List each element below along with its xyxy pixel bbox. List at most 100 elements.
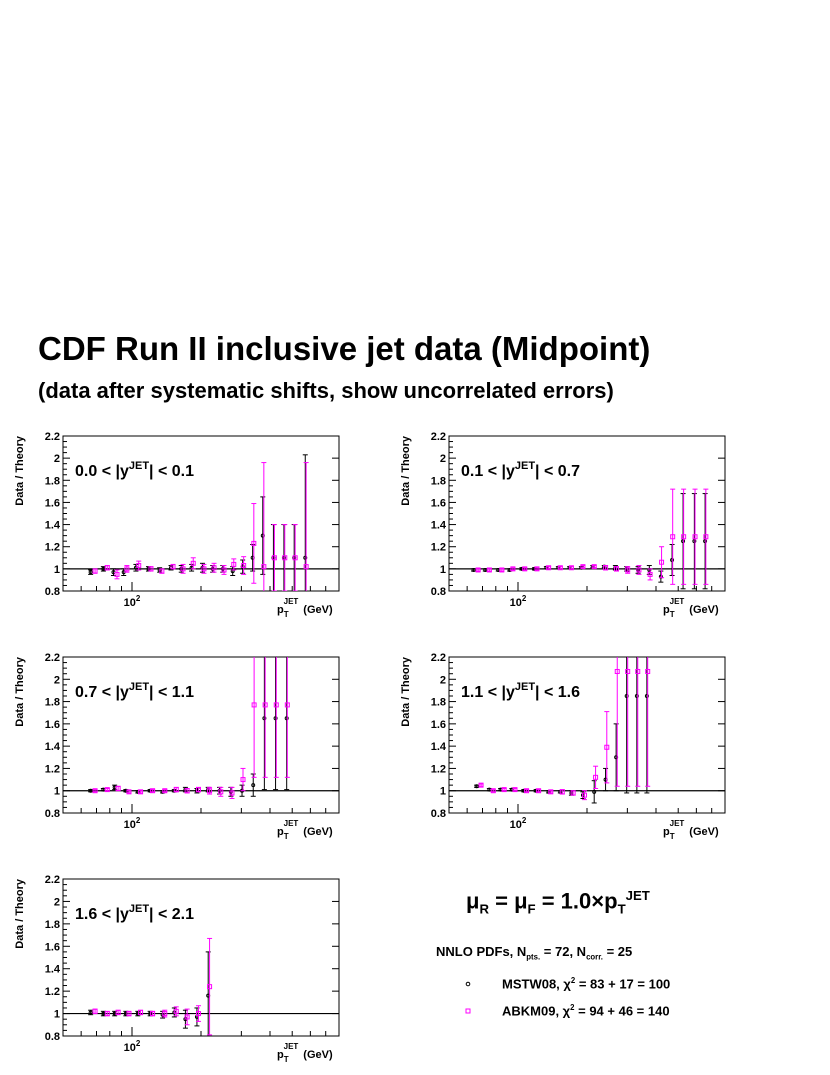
- data-point: [521, 788, 526, 793]
- data-layer: [88, 657, 290, 800]
- data-point: [195, 1011, 201, 1017]
- data-point: [692, 534, 698, 540]
- data-point: [92, 568, 98, 574]
- data-point: [557, 565, 563, 571]
- data-point: [88, 1010, 93, 1015]
- data-point: [240, 777, 246, 783]
- data-point: [150, 788, 156, 794]
- data-point: [284, 716, 289, 721]
- panel-label: 0.0 < |yJET| < 0.1: [75, 460, 194, 480]
- fit-pts-sub: pts.: [526, 952, 541, 962]
- data-point: [501, 787, 507, 793]
- data-point: [592, 789, 597, 794]
- data-point: [218, 789, 224, 795]
- x-tick-label: 102: [510, 816, 527, 831]
- data-point: [636, 567, 642, 573]
- chart-panel-5: 0.8 1 1.2 1.4 1.6 1.8 2 2.2 102 Data / Theory pTJE…: [14, 874, 340, 1064]
- data-point: [138, 1009, 144, 1015]
- x-tick-label: 102: [124, 594, 141, 609]
- fit-suffix: = 25: [602, 944, 633, 959]
- data-point: [512, 787, 518, 793]
- y-tick-label: 1.4: [431, 520, 447, 532]
- panel-label: 1.6 < |yJET| < 2.1: [75, 903, 194, 923]
- data-point: [546, 565, 552, 571]
- data-point: [262, 716, 267, 721]
- data-point: [150, 1011, 156, 1017]
- x-axis-title: pTJET(GeV): [277, 1042, 333, 1064]
- data-point: [670, 534, 676, 540]
- data-point: [670, 558, 675, 562]
- y-tick-label: 2: [54, 674, 60, 686]
- y-tick-label: 0.8: [45, 1031, 60, 1043]
- data-point: [524, 788, 530, 794]
- data-point: [581, 792, 587, 798]
- data-point: [614, 566, 620, 572]
- data-point: [625, 668, 631, 674]
- data-point: [614, 668, 620, 674]
- data-point: [124, 566, 130, 572]
- y-tick-label: 1.8: [431, 697, 446, 709]
- y-tick-label: 1: [54, 1009, 60, 1021]
- data-point: [603, 565, 609, 571]
- data-point: [229, 790, 235, 796]
- y-tick-label: 1.4: [431, 741, 447, 753]
- y-tick-label: 1.6: [45, 497, 60, 509]
- legend-abkm09-post: = 94 + 46 = 140: [574, 1003, 670, 1019]
- data-point: [548, 789, 554, 795]
- r-sub: R: [479, 901, 489, 917]
- x-axis-title: pTJET(GeV): [277, 819, 333, 841]
- data-point: [173, 1008, 179, 1014]
- data-point: [207, 788, 213, 794]
- data-point: [201, 566, 207, 572]
- y-tick-label: 1.8: [431, 475, 446, 487]
- chart-panel-2: 0.8 1 1.2 1.4 1.6 1.8 2 2.2 102 Data / Theory pTJE…: [400, 431, 726, 619]
- data-layer: [88, 454, 309, 591]
- data-point: [135, 1011, 140, 1016]
- data-point: [303, 555, 308, 560]
- y-tick-label: 1.8: [45, 475, 60, 487]
- y-tick-label: 1.6: [45, 719, 60, 731]
- data-point: [261, 564, 267, 570]
- data-point: [471, 567, 476, 572]
- data-point: [241, 563, 247, 569]
- data-point: [221, 567, 227, 573]
- series-mstw08: [88, 657, 290, 797]
- data-point: [138, 789, 144, 795]
- data-point: [231, 561, 237, 567]
- y-tick-label: 1.2: [431, 763, 446, 775]
- y-tick-label: 2: [54, 453, 60, 465]
- data-point: [92, 788, 98, 794]
- legend-mstw08-sup: 2: [570, 976, 576, 985]
- series-mstw08: [88, 454, 308, 591]
- legend-abkm09-pre: ABKM09, χ: [502, 1003, 571, 1019]
- x-tick-label: 102: [124, 816, 141, 831]
- eq2: = 1.0×p: [535, 888, 618, 914]
- panel-label: 1.1 < |yJET| < 1.6: [461, 681, 580, 701]
- data-point: [604, 744, 610, 750]
- y-tick-label: 1.6: [45, 941, 60, 953]
- data-point: [486, 567, 492, 573]
- legend-mstw08-pre: MSTW08, χ: [502, 976, 571, 992]
- x-tick-label: 102: [124, 1039, 141, 1054]
- legend-mstw08-post: = 83 + 17 = 100: [575, 976, 671, 992]
- data-point: [104, 565, 110, 571]
- data-point: [104, 787, 110, 793]
- t-sub: T: [617, 901, 626, 917]
- fit-info: NNLO PDFs, Npts. = 72, Ncorr. = 25: [436, 944, 632, 962]
- data-point: [148, 566, 154, 572]
- y-tick-label: 2.2: [45, 874, 60, 886]
- page-title: CDF Run II inclusive jet data (Midpoint): [38, 330, 651, 367]
- x-tick-label: 102: [510, 594, 527, 609]
- series-abkm09: [92, 462, 309, 591]
- data-point: [273, 702, 279, 708]
- page-subtitle: (data after systematic shifts, show unco…: [38, 378, 614, 403]
- y-tick-label: 1: [440, 564, 446, 576]
- data-point: [534, 566, 540, 572]
- data-point: [284, 702, 290, 708]
- data-point: [271, 555, 277, 561]
- data-point: [251, 540, 257, 546]
- y-tick-label: 2: [440, 453, 446, 465]
- y-tick-label: 2.2: [431, 431, 446, 443]
- y-tick-label: 1: [440, 786, 446, 798]
- data-point: [647, 571, 653, 577]
